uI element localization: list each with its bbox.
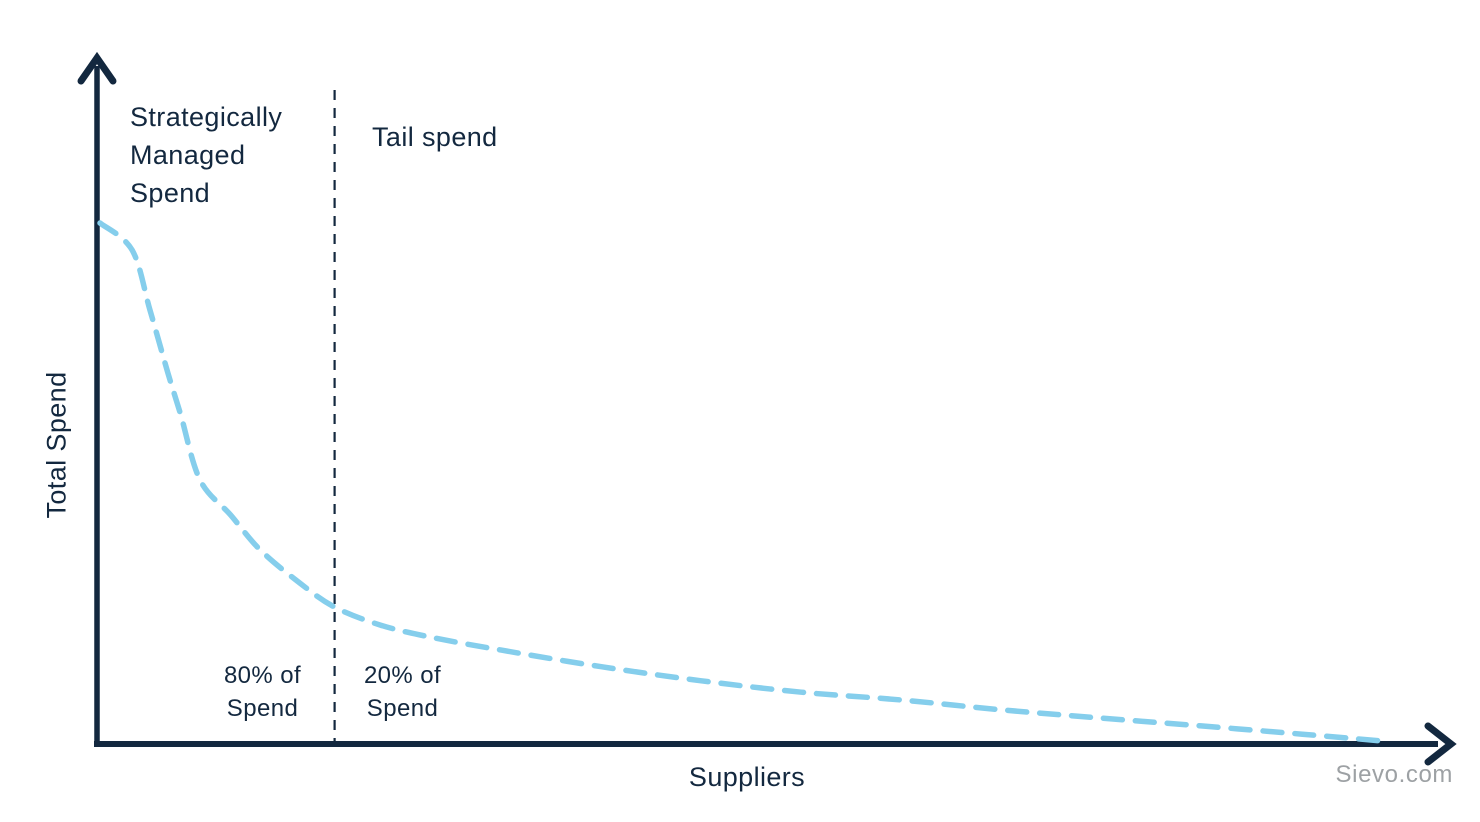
- sievo-watermark: Sievo.com: [1335, 761, 1453, 788]
- y-axis-title: Total Spend: [41, 371, 72, 519]
- x-axis-title: Suppliers: [688, 762, 806, 792]
- tail-spend-label: Tail spend: [372, 122, 498, 152]
- spend-distribution-curve: [97, 220, 1385, 744]
- x-axis-arrowhead-icon: [1424, 722, 1457, 766]
- eighty-percent-spend-label: 80% of Spend: [223, 662, 302, 722]
- strategically-managed-spend-label: Strategically Managed Spend: [130, 102, 283, 208]
- y-axis-arrowhead-icon: [77, 51, 117, 85]
- twenty-percent-spend-label: 20% of Spend: [363, 662, 442, 722]
